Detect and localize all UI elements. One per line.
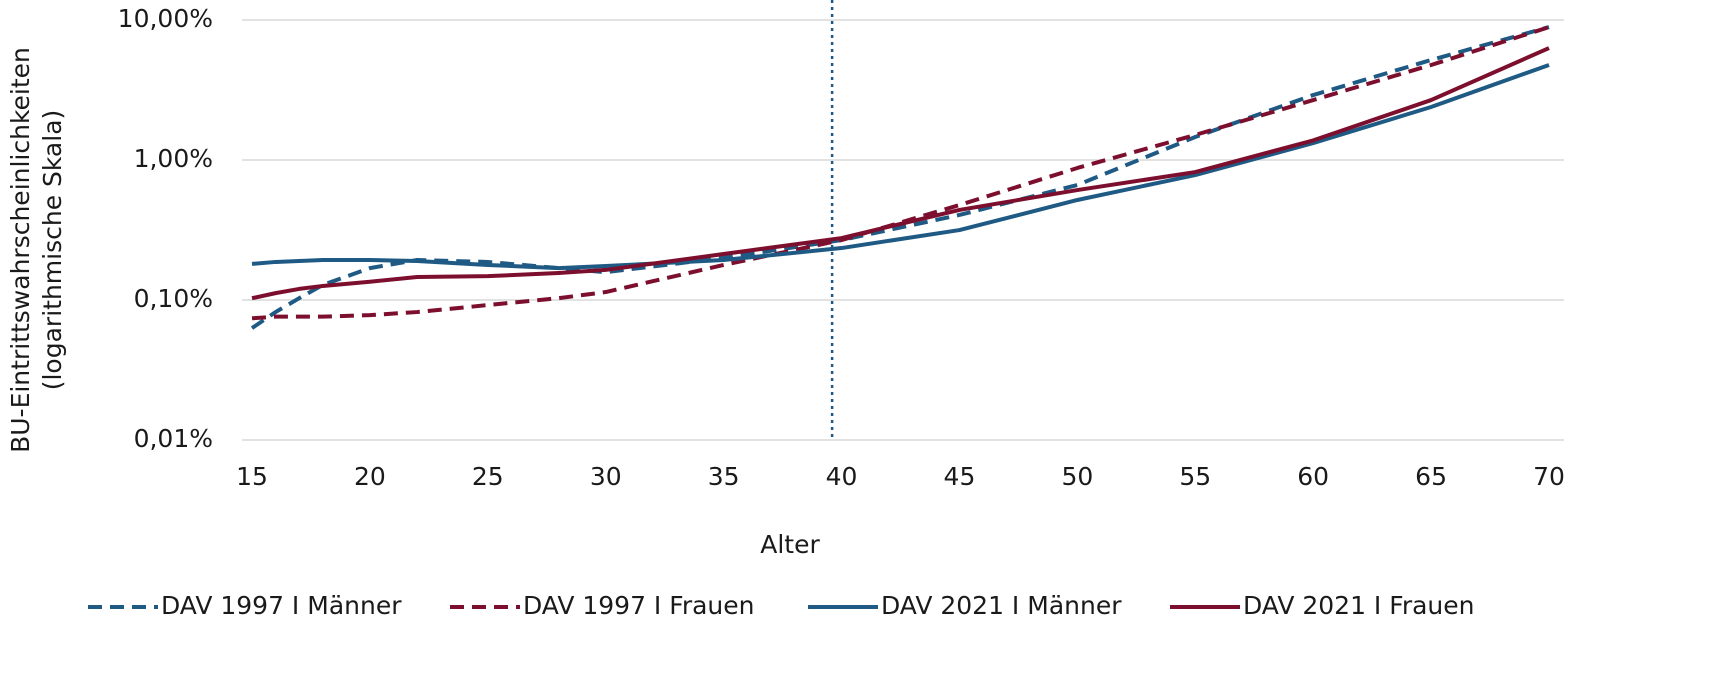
legend-label: DAV 2021 I Männer	[881, 591, 1122, 620]
y-tick-label: 10,00%	[118, 4, 213, 33]
x-tick-label: 60	[1297, 462, 1329, 491]
x-tick-label: 55	[1179, 462, 1211, 491]
x-tick-label: 40	[826, 462, 858, 491]
y-tick-label: 0,10%	[134, 284, 213, 313]
x-tick-label: 65	[1415, 462, 1447, 491]
x-tick-label: 45	[944, 462, 976, 491]
x-tick-label: 25	[472, 462, 504, 491]
series-line	[251, 25, 1550, 321]
y-tick-label: 0,01%	[134, 424, 213, 453]
legend-label: DAV 1997 I Frauen	[523, 591, 754, 620]
x-tick-label: 70	[1533, 462, 1565, 491]
series-line	[251, 63, 1550, 271]
x-axis-label: Alter	[760, 530, 820, 559]
series-line	[251, 46, 1550, 301]
legend-label: DAV 2021 I Frauen	[1243, 591, 1474, 620]
legend-label: DAV 1997 I Männer	[161, 591, 402, 620]
x-tick-label: 15	[236, 462, 268, 491]
series-line	[250, 25, 1550, 330]
x-tick-label: 20	[354, 462, 386, 491]
y-axis-label: (logarithmische Skala)	[38, 110, 67, 391]
x-tick-label: 50	[1061, 462, 1093, 491]
x-tick-label: 35	[708, 462, 740, 491]
y-axis-label: BU-Eintrittswahrscheinlichkeiten	[6, 47, 35, 453]
x-tick-label: 30	[590, 462, 622, 491]
y-tick-label: 1,00%	[134, 144, 213, 173]
